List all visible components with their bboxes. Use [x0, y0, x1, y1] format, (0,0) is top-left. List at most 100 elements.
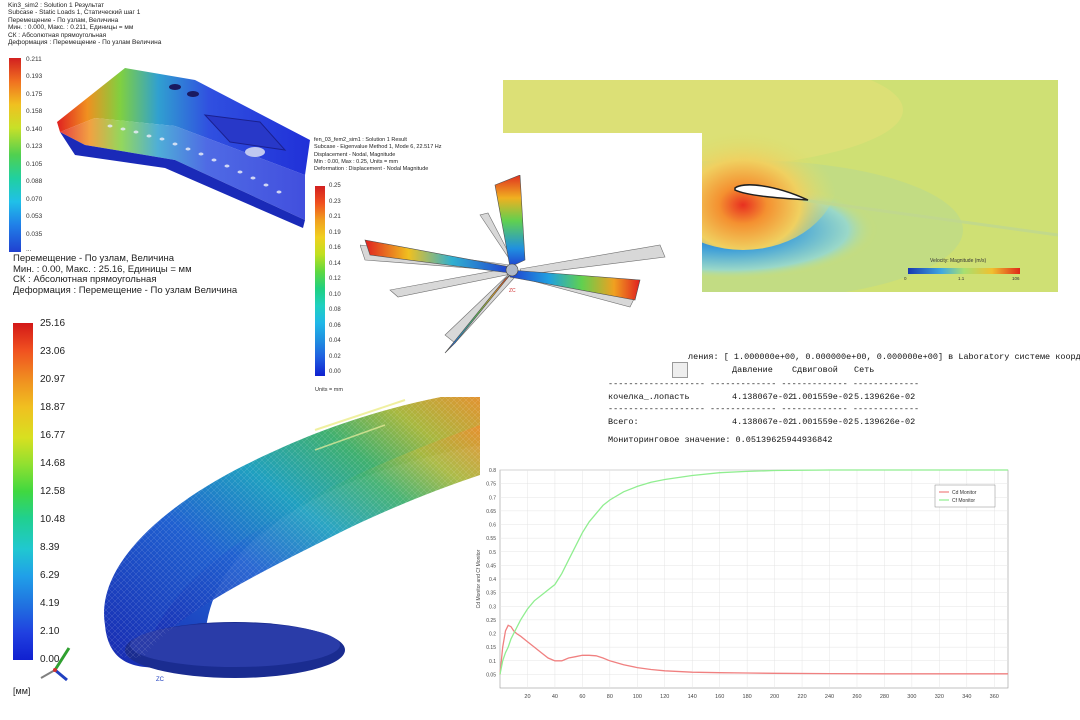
y-tick-label: 0.25	[486, 618, 496, 624]
x-tick-label: 20	[524, 694, 530, 700]
header-line: Деформация : Перемещение - По узлам Вели…	[13, 284, 238, 296]
y-tick-label: 0.6	[489, 523, 496, 529]
tick-label: ...	[26, 246, 32, 253]
y-tick-label: 0.5	[489, 550, 496, 556]
report-line: ления: [ 1.000000e+00, 0.000000e+00, 0.0…	[688, 352, 1080, 362]
tick-label: 4.19	[40, 598, 60, 609]
tick-label: 0.23	[329, 198, 341, 205]
blade	[494, 175, 526, 268]
velocity-legend-title: Velocity: Magnitude (m/s)	[930, 258, 987, 264]
header-line: Перемещение - По узлам, Величина	[8, 16, 119, 24]
y-tick-label: 0.2	[489, 632, 496, 638]
series-line-cf-monitor	[499, 469, 1008, 675]
header-line: Деформация : Перемещение - По узлам Вели…	[8, 39, 162, 47]
force-report: ления: [ 1.000000e+00, 0.000000e+00, 0.0…	[606, 350, 1080, 450]
bracket-colorbar	[9, 58, 21, 252]
hole	[169, 84, 181, 90]
report-total-name: Всего:	[608, 417, 639, 427]
x-tick-label: 240	[825, 694, 834, 700]
x-tick-label: 60	[579, 694, 585, 700]
blade	[444, 274, 511, 354]
header-line: СК : Абсолютная прямоугольная	[13, 274, 157, 285]
tick-label: 6.29	[40, 570, 60, 581]
header-line: Перемещение - По узлам, Величина	[13, 253, 175, 264]
airfoil-shape	[734, 184, 809, 201]
tick-label: 0.12	[329, 276, 341, 282]
header-line: Subcase - Eigenvalue Method 1, Mode 6, 2…	[314, 144, 442, 151]
triad-icon	[40, 647, 71, 682]
x-tick-label: 220	[797, 694, 806, 700]
tick-label: 0.088	[26, 178, 43, 185]
tick-label: 2.10	[40, 626, 60, 637]
tick-label: 14.68	[40, 458, 66, 469]
y-tick-label: 0.35	[486, 591, 496, 597]
units-label: [мм]	[13, 686, 31, 696]
y-tick-label: 0.1	[489, 659, 496, 665]
report-dash: ------------------- ------------- ------…	[608, 404, 920, 414]
tick-label: 0.02	[329, 353, 341, 360]
x-tick-label: 320	[935, 694, 944, 700]
header-line: fen_03_fem2_sim1 : Solution 1 Result	[314, 137, 407, 143]
tick-label: 0.21	[329, 214, 341, 220]
bracket-model	[57, 68, 310, 228]
rotor-axis-label: ZC	[509, 288, 516, 294]
header-line: Мин. : 0.00, Макс. : 25.16, Единицы = мм	[13, 263, 192, 275]
x-tick-label: 40	[552, 694, 558, 700]
blade	[364, 239, 511, 274]
blade	[509, 269, 641, 301]
legend-label: Cf Monitor	[952, 498, 975, 504]
tick-label: 20.97	[40, 374, 66, 385]
report-value: 4.138067e-02	[732, 417, 794, 427]
loop-result-header: Перемещение - По узлам, Величина Мин. : …	[13, 253, 238, 296]
y-tick-label: 0.7	[489, 495, 496, 501]
y-tick-label: 0.45	[486, 563, 496, 569]
x-tick-label: 160	[715, 694, 724, 700]
tick-label: 0.04	[329, 338, 341, 344]
tick-label: 25.16	[40, 318, 66, 329]
y-tick-label: 0.15	[486, 645, 496, 651]
legend-tick: 0	[904, 276, 907, 281]
report-value: 4.138067e-02	[732, 392, 794, 402]
rotor-colorbar-labels: 0.25 0.23 0.21 0.19 0.16 0.14 0.12 0.10 …	[329, 183, 353, 383]
legend-tick: 106	[1012, 276, 1020, 281]
monitor-chart: 0.05 0.1 0.15 0.2 0.25 0.3 0.35 0.4 0.45 0.5 0.55 0…	[476, 468, 1009, 700]
y-tick-label: 0.75	[486, 482, 496, 488]
tick-label: 0.00	[329, 369, 341, 375]
legend	[934, 484, 996, 508]
tick-label: 0.123	[26, 143, 43, 150]
tick-label: 0.140	[26, 126, 43, 133]
y-tick-label: 0.3	[489, 604, 496, 610]
x-tick-label: 300	[907, 694, 916, 700]
report-row-name: кочелка_.лопасть	[608, 392, 690, 402]
tick-label: 0.16	[329, 245, 341, 251]
x-tick-label: 340	[962, 694, 971, 700]
header-line: Kin3_sim2 : Solution 1 Результат	[8, 2, 105, 9]
hole	[245, 147, 265, 157]
legend-tick: 1.1	[958, 276, 965, 281]
report-value: 5.139626e-02	[854, 417, 916, 427]
tick-label: 0.00	[40, 654, 60, 665]
x-tick-label: 200	[770, 694, 779, 700]
tick-label: 8.39	[40, 542, 60, 553]
tick-label: 10.48	[40, 514, 66, 525]
report-value: 1.001559e-02	[792, 392, 854, 402]
tick-label: 0.070	[26, 196, 43, 203]
loop-axis-label: ZC	[156, 677, 164, 683]
header-line: Subcase - Static Loads 1, Статический ша…	[8, 9, 141, 17]
x-tick-label: 360	[990, 694, 999, 700]
tick-label: 0.158	[26, 108, 43, 115]
y-tick-label: 0.8	[489, 468, 496, 474]
legend-label: Cd Monitor	[952, 490, 977, 496]
tick-label: 0.25	[329, 183, 341, 189]
y-tick-label: 0.4	[489, 577, 496, 583]
tick-label: 23.06	[40, 346, 66, 357]
bracket-result-header: Kin3_sim2 : Solution 1 Результат Subcase…	[8, 2, 161, 46]
y-tick-label: 0.65	[486, 509, 496, 515]
header-line: СК : Абсолютная прямоугольная	[8, 31, 107, 39]
x-tick-label: 120	[660, 694, 669, 700]
velocity-legend-bar	[908, 268, 1020, 274]
rotor-result-header: fen_03_fem2_sim1 : Solution 1 Result Sub…	[314, 137, 442, 173]
tick-label: 0.14	[329, 260, 341, 267]
report-col-header: Сдвиговой	[792, 365, 838, 375]
loop-colorbar	[13, 323, 33, 660]
